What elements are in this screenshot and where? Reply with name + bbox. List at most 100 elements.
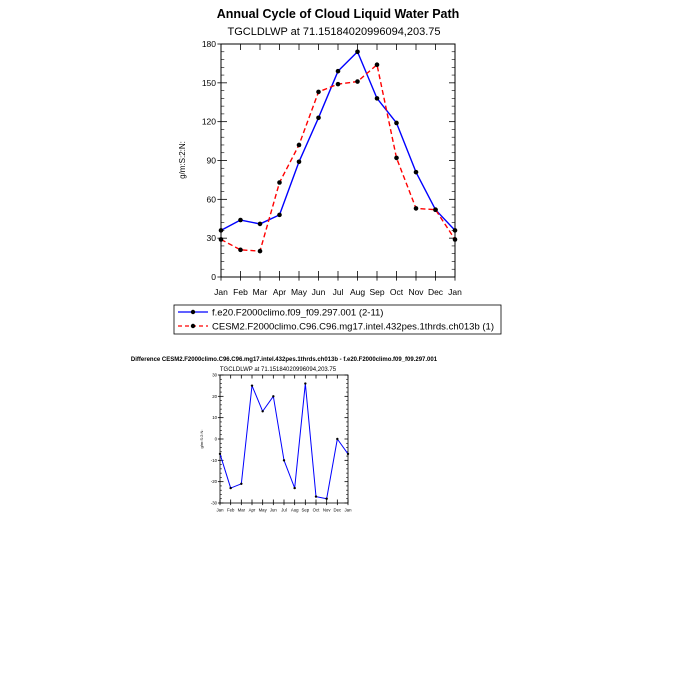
- main-chart-subtitle: TGCLDLWP at 71.15184020996094,203.75: [227, 26, 440, 38]
- difference-series-1-point: [325, 497, 328, 500]
- main-axes: 0 30 60 90 120 150 180 Jan Feb Mar Apr May Jun Jul Aug…: [202, 39, 462, 297]
- difference-series: [218, 382, 350, 500]
- difference-x-tick-label: Apr: [249, 508, 256, 513]
- main-x-tick-label: Nov: [408, 287, 424, 297]
- difference-y-tick-label: 20: [212, 394, 217, 399]
- difference-x-tick-label: May: [259, 508, 268, 513]
- difference-y-tick-label: 10: [212, 415, 217, 420]
- main-series-2-point: [257, 248, 263, 254]
- difference-y-tick-label: 30: [212, 373, 217, 378]
- main-y-tick-label: 90: [207, 155, 217, 165]
- difference-y-tick-label: -10: [211, 458, 218, 463]
- main-x-tick-label: Oct: [390, 287, 404, 297]
- difference-y-tick-label: -20: [211, 479, 218, 484]
- main-y-tick-label: 150: [202, 78, 216, 88]
- main-series-1-point: [355, 49, 360, 55]
- main-series-2-point: [238, 247, 243, 253]
- legend-marker-series-2: [190, 323, 196, 329]
- main-series-2-point: [355, 79, 360, 84]
- main-chart-title: Annual Cycle of Cloud Liquid Water Path: [217, 7, 460, 21]
- main-x-tick-label: Jun: [312, 287, 326, 297]
- main-series-2-point: [394, 155, 399, 161]
- main-series-1-point: [257, 221, 263, 227]
- main-series-1-point: [277, 212, 282, 218]
- difference-series-1-point: [272, 395, 275, 398]
- difference-x-tick-label: Oct: [313, 508, 320, 513]
- main-y-tick-label: 180: [202, 39, 216, 49]
- legend-label-series-2: CESM2.F2000climo.C96.C96.mg17.intel.432p…: [212, 322, 494, 333]
- legend-marker-series-1: [190, 309, 196, 315]
- main-x-tick-label: Dec: [428, 287, 444, 297]
- main-series-1-point: [218, 228, 224, 233]
- difference-chart: Difference CESM2.F2000climo.C96.C96.mg17…: [131, 357, 438, 513]
- difference-x-tick-label: Jun: [270, 508, 278, 513]
- main-series-2-point: [218, 237, 224, 242]
- difference-x-tick-label: Dec: [334, 508, 342, 513]
- main-series-2-point: [335, 81, 341, 87]
- legend-box: [173, 304, 502, 335]
- main-series-1-point: [374, 96, 380, 101]
- legend: f.e20.F2000climo.f09_f09.297.001 (2-11) …: [173, 304, 502, 335]
- main-x-tick-label: Jan: [214, 287, 228, 297]
- main-chart: Annual Cycle of Cloud Liquid Water Path …: [178, 7, 462, 297]
- main-y-tick-label: 60: [207, 194, 217, 204]
- difference-series-1-point: [346, 452, 350, 456]
- main-series-2-point: [413, 206, 419, 211]
- main-series-2-point: [452, 237, 458, 242]
- difference-x-tick-label: Mar: [238, 508, 246, 513]
- main-x-tick-label: Apr: [273, 287, 286, 297]
- main-series-1-point: [452, 228, 458, 233]
- main-series-2-point: [296, 142, 302, 148]
- difference-chart-title: Difference CESM2.F2000climo.C96.C96.mg17…: [131, 357, 438, 363]
- main-series-1-point: [413, 169, 419, 175]
- legend-label-series-1: f.e20.F2000climo.f09_f09.297.001 (2-11): [212, 308, 383, 319]
- main-plot-frame: [220, 43, 456, 278]
- main-series-2-point: [316, 89, 321, 95]
- main-x-tick-label: Mar: [253, 287, 268, 297]
- main-series: [218, 49, 458, 254]
- main-series-1-point: [296, 159, 302, 165]
- difference-y-tick-label: -30: [211, 501, 218, 506]
- main-y-tick-label: 30: [207, 233, 217, 243]
- main-series-line-1: [220, 51, 456, 232]
- main-y-axis-label: g/m:S:2:N:: [178, 141, 187, 179]
- difference-chart-subtitle: TGCLDLWP at 71.15184020996094,203.75: [220, 367, 337, 373]
- difference-series-1-point: [304, 382, 307, 385]
- main-x-tick-label: May: [291, 287, 308, 297]
- difference-series-1-point: [336, 437, 339, 441]
- main-x-tick-label: Jan: [448, 287, 462, 297]
- difference-series-1-point: [293, 486, 296, 490]
- main-series-2-point: [433, 207, 438, 212]
- difference-series-1-point: [240, 482, 243, 485]
- main-y-tick-label: 120: [202, 117, 216, 127]
- difference-series-1-point: [229, 486, 232, 490]
- difference-x-tick-label: Jan: [345, 508, 353, 513]
- main-series-1-point: [238, 217, 243, 223]
- difference-y-axis-label: g/m:S:2:N:: [199, 430, 204, 449]
- difference-series-1-point: [261, 410, 264, 413]
- difference-series-1-point: [314, 495, 318, 498]
- main-series-2-point: [277, 180, 282, 185]
- main-x-tick-label: Feb: [233, 287, 248, 297]
- difference-x-tick-label: Aug: [291, 508, 299, 513]
- main-series-1-point: [316, 115, 321, 121]
- main-y-tick-label: 0: [211, 272, 216, 282]
- main-series-1-point: [394, 120, 399, 126]
- difference-x-tick-label: Jan: [217, 508, 225, 513]
- difference-y-tick-label: 0: [215, 437, 218, 442]
- difference-x-tick-label: Jul: [281, 508, 287, 513]
- difference-plot-frame: [219, 374, 349, 504]
- difference-series-1-point: [250, 384, 254, 387]
- main-series-1-point: [335, 68, 341, 74]
- difference-x-tick-label: Sep: [302, 508, 310, 513]
- main-x-tick-label: Jul: [333, 287, 344, 297]
- difference-series-1-point: [218, 452, 222, 456]
- main-x-tick-label: Sep: [369, 287, 384, 297]
- main-x-tick-label: Aug: [350, 287, 365, 297]
- difference-x-tick-label: Feb: [227, 508, 235, 513]
- difference-x-tick-label: Nov: [323, 508, 331, 513]
- difference-series-1-point: [282, 459, 286, 462]
- main-series-2-point: [374, 62, 380, 68]
